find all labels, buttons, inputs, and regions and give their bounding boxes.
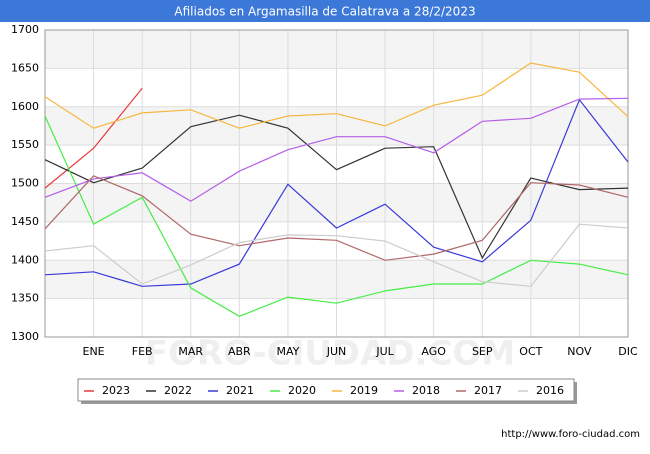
y-tick-label: 1350: [11, 292, 39, 305]
plot-border: [44, 29, 629, 338]
x-tick-label: MAR: [178, 345, 203, 358]
legend-label: 2021: [226, 384, 254, 397]
x-tick-label: MAY: [276, 345, 299, 358]
legend-label: 2016: [536, 384, 564, 397]
legend-label: 2020: [288, 384, 316, 397]
watermark: FORO-CIUDAD.COM: [145, 334, 516, 374]
x-tick-label: DIC: [618, 345, 638, 358]
y-tick-label: 1600: [11, 100, 39, 113]
title-bar: [0, 0, 650, 22]
x-tick-label: JUL: [375, 345, 394, 358]
series-line: [44, 98, 629, 287]
y-tick-label: 1300: [11, 330, 39, 343]
legend: [77, 378, 575, 402]
series-line: [44, 62, 629, 129]
chart-title: Afiliados en Argamasilla de Calatrava a …: [174, 5, 475, 19]
source: http://www.foro-ciudad.com: [501, 429, 640, 440]
series-line: [44, 114, 629, 260]
y-tick-label: 1650: [11, 61, 39, 74]
x-tick-label: ABR: [228, 345, 251, 358]
legend-label: 2023: [102, 384, 130, 397]
x-tick-label: ENE: [83, 345, 105, 358]
series-line: [44, 175, 629, 261]
x-tick-label: NOV: [567, 345, 592, 358]
y-tick-label: 1550: [11, 138, 39, 151]
legend-label: 2019: [350, 384, 378, 397]
x-tick-label: SEP: [472, 345, 493, 358]
x-tick-label: OCT: [519, 345, 542, 358]
series-line: [44, 87, 143, 189]
x-tick-label: AGO: [421, 345, 446, 358]
y-tick-label: 1450: [11, 215, 39, 228]
series-line: [44, 97, 629, 202]
x-tick-label: FEB: [132, 345, 153, 358]
series-line: [44, 223, 629, 287]
y-tick-label: 1700: [11, 23, 39, 36]
x-tick-label: JUN: [326, 345, 347, 358]
legend-label: 2022: [164, 384, 192, 397]
y-tick-label: 1400: [11, 253, 39, 266]
legend-label: 2017: [474, 384, 502, 397]
legend-label: 2018: [412, 384, 440, 397]
series-line: [44, 115, 629, 317]
y-tick-label: 1500: [11, 177, 39, 190]
